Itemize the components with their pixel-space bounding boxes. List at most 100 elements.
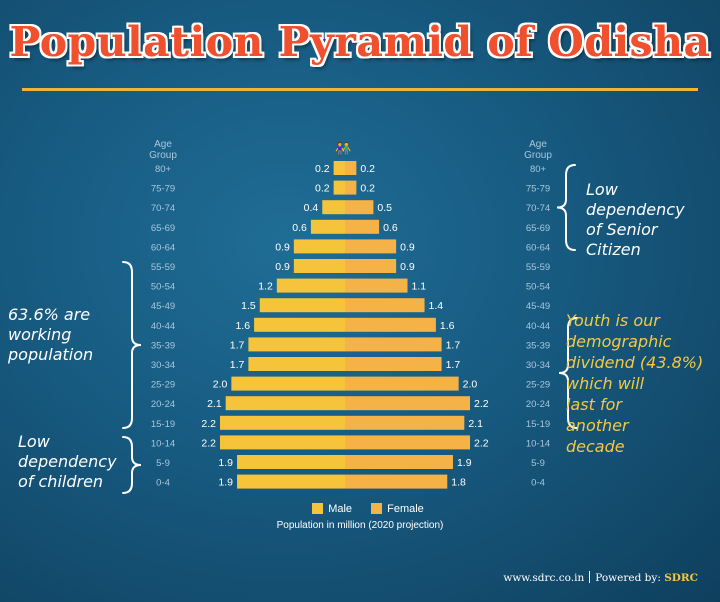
- bar-male-15-19: [220, 415, 345, 430]
- bar-male-55-59: [293, 259, 345, 273]
- age-label-left-25-29: 25-29: [151, 380, 175, 391]
- value-label-female-60-64: 0.9: [400, 241, 415, 253]
- value-label-male-40-44: 1.6: [235, 320, 250, 332]
- bar-female-60-64: [345, 239, 397, 254]
- age-label-right-55-59: 55-59: [526, 262, 550, 273]
- value-label-female-25-29: 2.0: [463, 379, 478, 391]
- legend-label-female: Female: [387, 503, 424, 515]
- page-title: Population Pyramid of Odisha: [9, 18, 711, 66]
- bar-male-65-69: [310, 219, 345, 234]
- footer-brand: SDRC: [664, 572, 698, 584]
- age-label-left-65-69: 65-69: [151, 223, 175, 234]
- value-label-male-25-29: 2.0: [213, 379, 228, 391]
- value-label-female-45-49: 1.4: [429, 300, 444, 312]
- value-label-male-60-64: 0.9: [275, 241, 290, 253]
- bar-female-65-69: [345, 219, 380, 234]
- value-label-female-5-9: 1.9: [457, 457, 472, 469]
- bar-male-5-9: [237, 455, 345, 469]
- age-label-left-80+: 80+: [155, 164, 172, 175]
- bracket-children: [122, 436, 142, 494]
- bracket-senior: [556, 164, 576, 251]
- legend-label-male: Male: [328, 503, 353, 515]
- value-label-male-30-34: 1.7: [230, 359, 245, 371]
- age-label-right-25-29: 25-29: [526, 380, 550, 391]
- value-label-female-30-34: 1.7: [446, 359, 461, 371]
- bar-female-35-39: [345, 337, 442, 352]
- footer-powered-label: Powered by:: [595, 572, 661, 584]
- age-label-left-30-34: 30-34: [151, 360, 175, 371]
- age-label-right-45-49: 45-49: [526, 301, 550, 312]
- value-label-male-50-54: 1.2: [258, 281, 273, 293]
- value-label-female-20-24: 2.2: [474, 398, 489, 410]
- bar-female-25-29: [345, 376, 459, 391]
- value-label-male-55-59: 0.9: [275, 261, 290, 273]
- value-label-female-75-79: 0.2: [360, 183, 375, 195]
- bar-male-25-29: [231, 376, 345, 391]
- age-label-left-75-79: 75-79: [151, 184, 175, 195]
- annotation-youth: Youth is our demographic dividend (43.8%…: [566, 311, 704, 456]
- value-label-female-0-4: 1.8: [451, 477, 466, 489]
- legend-swatch-male: [312, 503, 324, 514]
- title-underline: [22, 88, 698, 91]
- bar-female-45-49: [345, 298, 425, 313]
- age-label-right-20-24: 20-24: [526, 399, 550, 410]
- value-label-male-10-14: 2.2: [201, 437, 216, 449]
- bar-male-40-44: [254, 317, 345, 332]
- chart-caption: Population in million (2020 projection): [276, 520, 444, 531]
- age-group-header-left: Age Group: [149, 139, 177, 161]
- bar-female-55-59: [345, 259, 397, 273]
- value-label-female-15-19: 2.1: [468, 418, 483, 430]
- value-label-male-80+: 0.2: [315, 163, 330, 175]
- age-label-right-30-34: 30-34: [526, 360, 550, 371]
- value-label-male-45-49: 1.5: [241, 300, 256, 312]
- value-label-male-75-79: 0.2: [315, 183, 330, 195]
- bar-male-0-4: [237, 474, 345, 489]
- value-label-male-0-4: 1.9: [218, 477, 233, 489]
- age-label-right-15-19: 15-19: [526, 419, 550, 430]
- age-label-left-0-4: 0-4: [156, 478, 170, 489]
- age-label-left-10-14: 10-14: [151, 438, 175, 449]
- age-label-left-35-39: 35-39: [151, 340, 175, 351]
- value-label-male-20-24: 2.1: [207, 398, 222, 410]
- value-label-female-35-39: 1.7: [446, 339, 461, 351]
- value-label-male-15-19: 2.2: [201, 418, 216, 430]
- value-label-female-50-54: 1.1: [412, 281, 427, 293]
- legend-swatch-female: [371, 503, 383, 514]
- age-label-left-70-74: 70-74: [151, 203, 175, 214]
- bar-female-80+: [345, 161, 357, 175]
- value-label-female-65-69: 0.6: [383, 222, 398, 234]
- age-label-right-0-4: 0-4: [531, 478, 545, 489]
- bar-female-0-4: [345, 474, 448, 489]
- age-label-right-50-54: 50-54: [526, 282, 550, 293]
- couple-icon: 👫: [335, 141, 351, 156]
- bar-female-5-9: [345, 455, 453, 469]
- bar-female-50-54: [345, 278, 408, 293]
- bar-male-45-49: [259, 298, 345, 313]
- age-label-left-45-49: 45-49: [151, 301, 175, 312]
- bracket-working: [122, 261, 142, 429]
- footer-site-link[interactable]: www.sdrc.co.in: [503, 572, 585, 584]
- footer-separator: [589, 571, 591, 583]
- footer: www.sdrc.co.in Powered by: SDRC: [503, 571, 698, 584]
- value-label-male-70-74: 0.4: [304, 202, 319, 214]
- value-label-female-10-14: 2.2: [474, 437, 489, 449]
- age-label-right-10-14: 10-14: [526, 438, 550, 449]
- bar-female-20-24: [345, 396, 470, 411]
- bar-male-35-39: [248, 337, 345, 352]
- age-label-right-60-64: 60-64: [526, 242, 550, 253]
- chart-legend: Male Female: [0, 503, 720, 515]
- age-label-left-5-9: 5-9: [156, 458, 170, 469]
- bar-female-15-19: [345, 415, 465, 430]
- age-label-left-15-19: 15-19: [151, 419, 175, 430]
- bar-male-60-64: [293, 239, 345, 254]
- bar-male-50-54: [276, 278, 345, 293]
- annotation-senior: Low dependency of Senior Citizen: [586, 180, 685, 259]
- age-label-left-60-64: 60-64: [151, 242, 175, 253]
- value-label-female-55-59: 0.9: [400, 261, 415, 273]
- age-label-right-80+: 80+: [530, 164, 547, 175]
- bar-male-70-74: [322, 200, 345, 215]
- age-label-right-5-9: 5-9: [531, 458, 545, 469]
- value-label-male-35-39: 1.7: [230, 339, 245, 351]
- age-label-left-20-24: 20-24: [151, 399, 175, 410]
